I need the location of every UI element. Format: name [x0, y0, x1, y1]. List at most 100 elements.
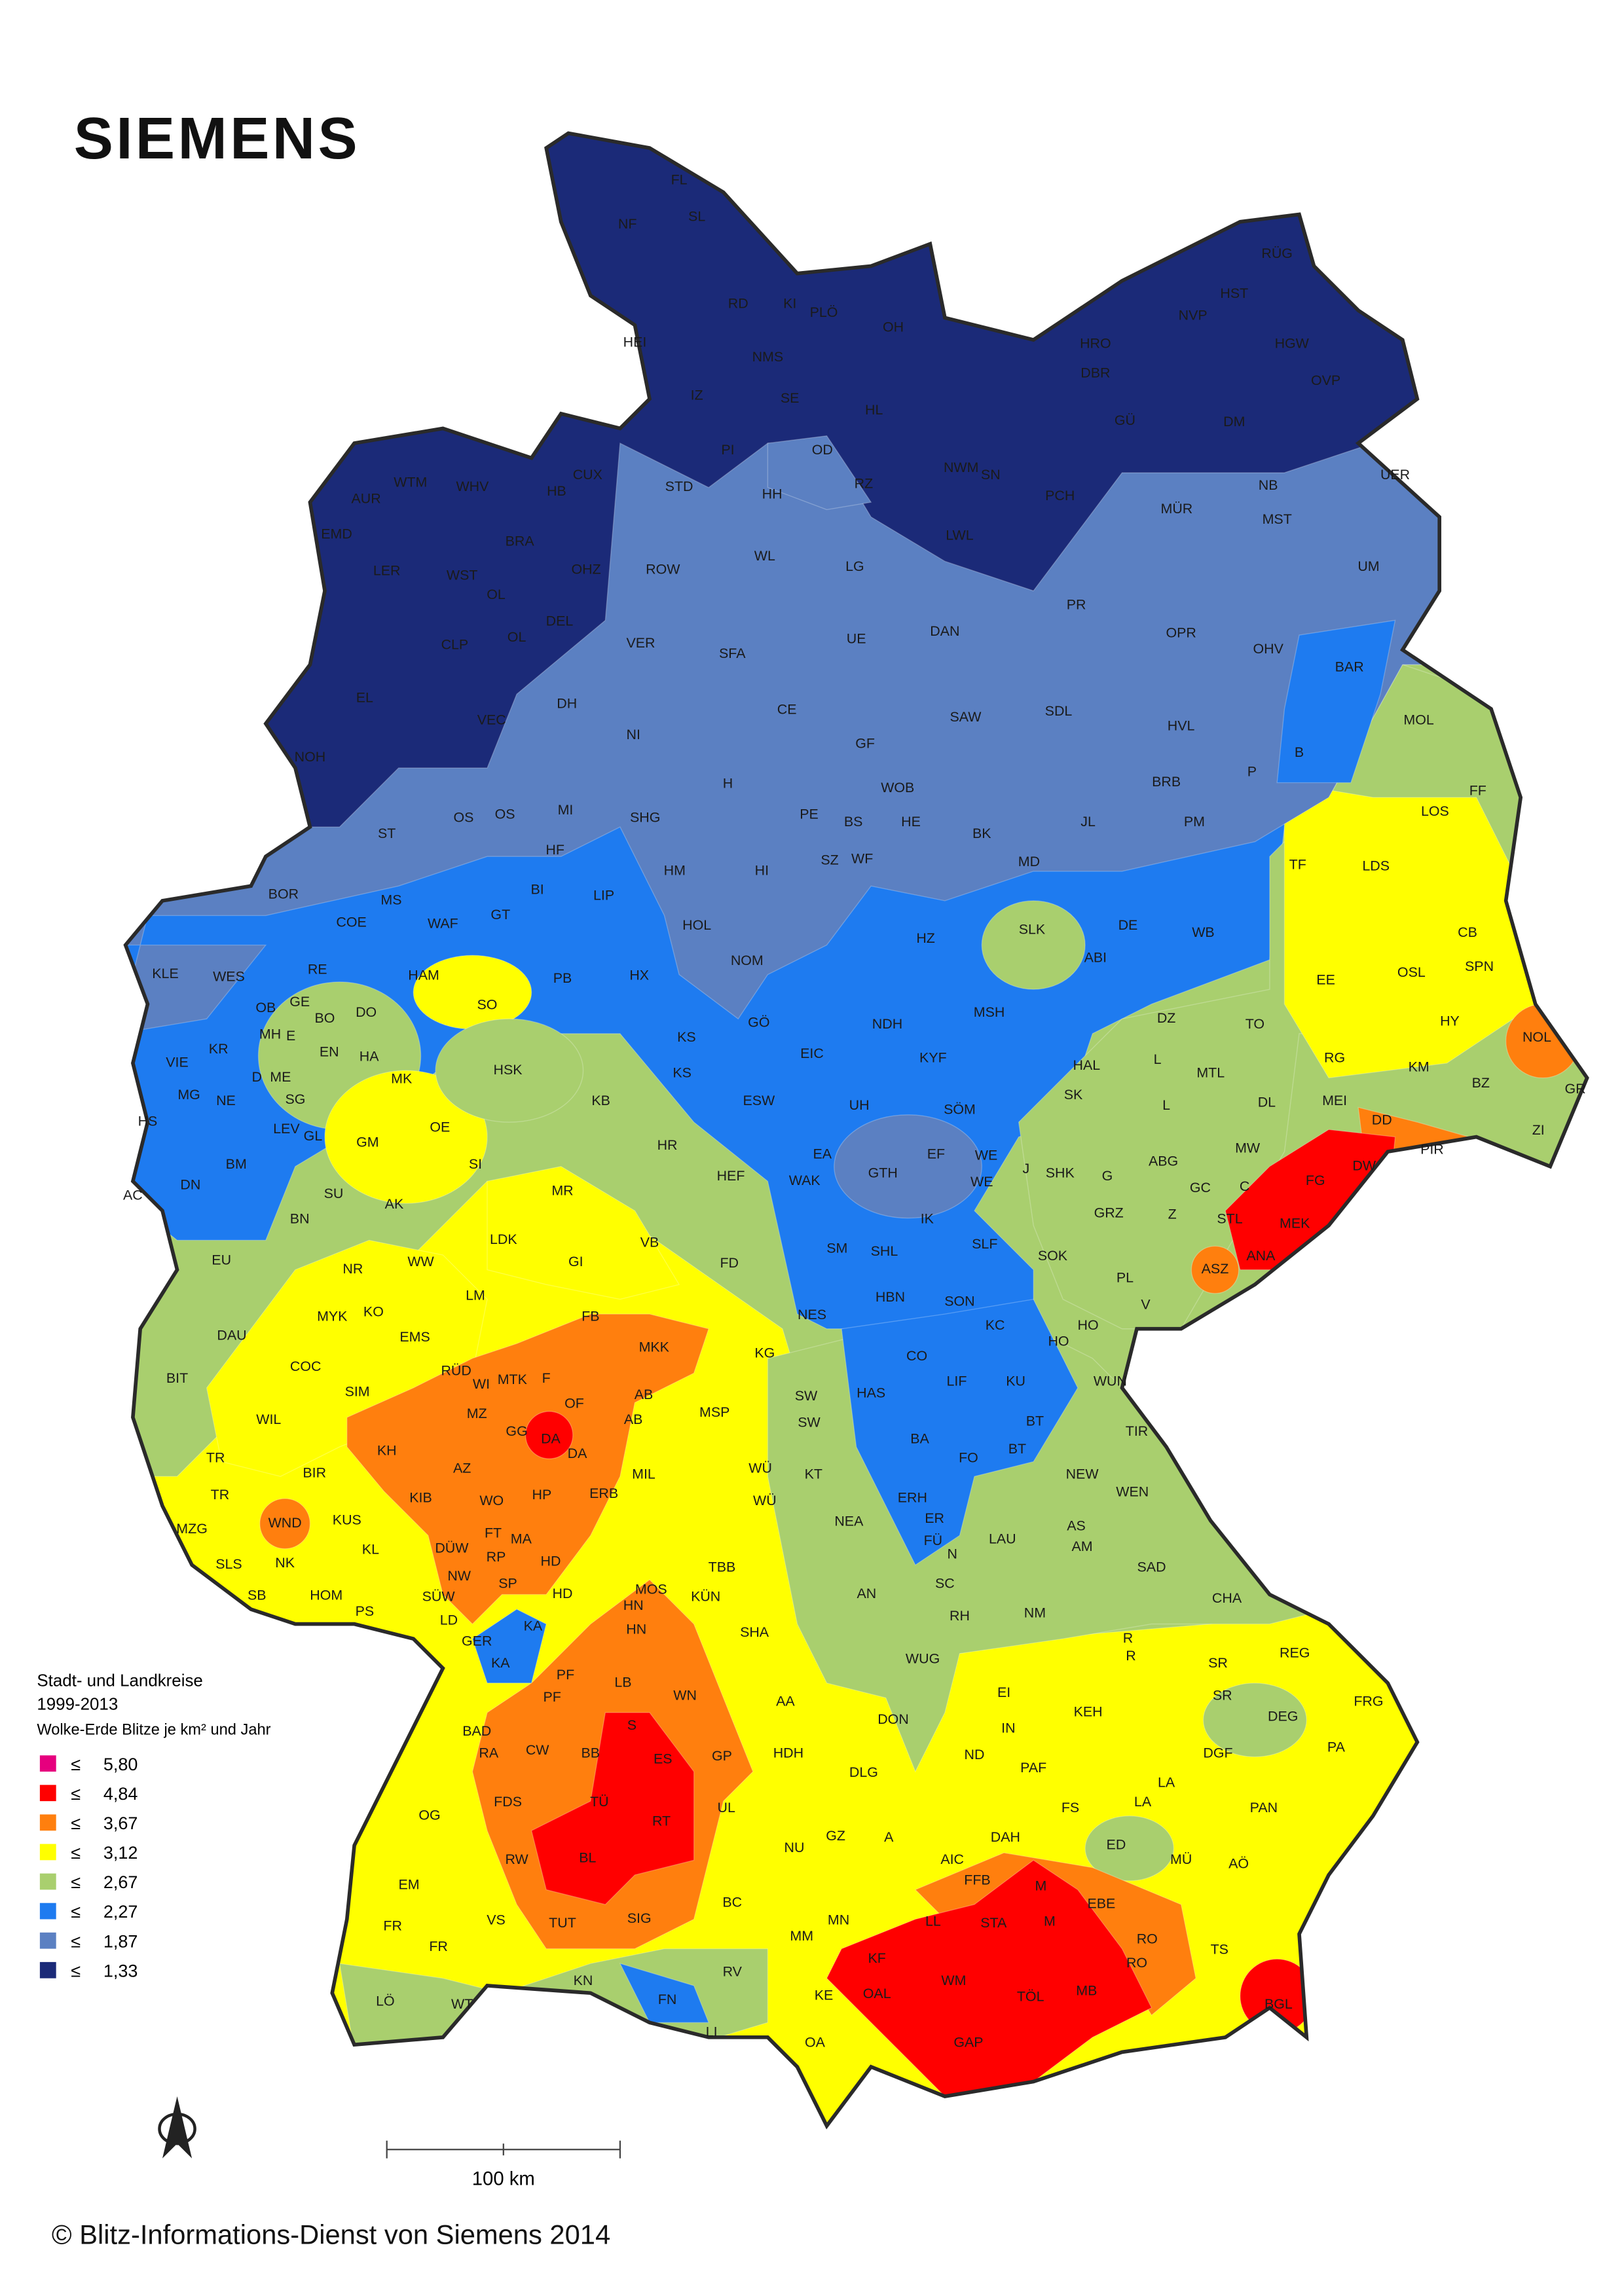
legend-symbol: ≤ — [71, 1813, 81, 1833]
district-label: HM — [664, 862, 686, 878]
district-label: PA — [1327, 1740, 1346, 1755]
district-label: SÜW — [422, 1589, 456, 1605]
district-label: KS — [673, 1065, 692, 1080]
district-label: RP — [487, 1549, 506, 1565]
district-label: LA — [1158, 1775, 1175, 1791]
district-label: SC — [935, 1575, 955, 1591]
district-label: SI — [469, 1156, 482, 1172]
district-label: RE — [308, 961, 327, 977]
district-label: PE — [800, 807, 819, 822]
district-label: WI — [473, 1376, 490, 1392]
legend-label: 3,67 — [103, 1813, 138, 1833]
district-label: DL — [1258, 1094, 1276, 1110]
district-label: LB — [614, 1674, 631, 1690]
district-label: M — [1035, 1878, 1047, 1894]
district-label: MTL — [1196, 1065, 1225, 1080]
district-label: SB — [248, 1587, 267, 1603]
district-label: GÖ — [748, 1015, 769, 1030]
district-label: HOL — [682, 917, 711, 933]
district-label: EMD — [321, 526, 352, 541]
district-label: UER — [1380, 467, 1410, 483]
district-label: RZ — [855, 476, 874, 492]
district-label: VS — [487, 1912, 506, 1927]
district-label: AB — [635, 1387, 654, 1402]
district-label: KN — [574, 1973, 593, 1988]
district-label: SIM — [345, 1383, 370, 1399]
legend-swatch — [39, 1785, 56, 1802]
district-label: MD — [1018, 854, 1040, 869]
district-label: GRZ — [1094, 1205, 1124, 1220]
district-label: ER — [925, 1510, 944, 1526]
district-label: HO — [1078, 1317, 1099, 1333]
district-label: UL — [718, 1800, 735, 1815]
district-label: WUN — [1094, 1374, 1127, 1389]
district-label: MZG — [176, 1521, 208, 1537]
district-label: AZ — [453, 1461, 471, 1476]
district-label: MKK — [639, 1339, 670, 1355]
district-label: OB — [255, 1000, 276, 1015]
district-label: MEI — [1322, 1093, 1347, 1108]
district-label: EM — [398, 1876, 419, 1892]
legend-symbol: ≤ — [71, 1961, 81, 1980]
district-label: HN — [626, 1621, 646, 1637]
district-label: NEW — [1066, 1467, 1099, 1482]
district-label: FDS — [494, 1794, 522, 1810]
district-label: CLP — [441, 636, 469, 652]
district-label: FT — [485, 1525, 502, 1541]
district-label: PAF — [1020, 1760, 1046, 1776]
district-label: FL — [671, 172, 688, 187]
district-label: COC — [290, 1358, 322, 1374]
district-label: ABG — [1149, 1154, 1178, 1169]
district-label: HE — [901, 814, 921, 829]
district-label: F — [542, 1370, 551, 1386]
district-label: AA — [776, 1694, 795, 1709]
district-label: KE — [815, 1987, 834, 2003]
district-label: KH — [377, 1442, 397, 1458]
district-label: A — [884, 1829, 894, 1845]
legend-title: Stadt- und Landkreise — [37, 1671, 202, 1690]
district-label: GAP — [953, 2035, 983, 2050]
district-label: CW — [526, 1742, 549, 1758]
district-label: HN — [623, 1597, 644, 1613]
district-label: E — [286, 1028, 295, 1044]
district-label: WOB — [881, 780, 914, 795]
district-label: MN — [828, 1912, 849, 1927]
district-label: PS — [356, 1603, 375, 1619]
district-label: BRB — [1152, 774, 1181, 790]
district-label: MTK — [498, 1372, 528, 1387]
district-label: VER — [626, 635, 655, 651]
district-label: WAF — [428, 916, 458, 932]
district-label: MK — [391, 1070, 413, 1086]
district-label: OAL — [863, 1986, 891, 2001]
zone — [471, 1609, 547, 1684]
district-label: SHA — [740, 1624, 769, 1640]
logo: SIEMENS — [74, 105, 360, 172]
district-label: UM — [1357, 558, 1379, 574]
district-label: REG — [1280, 1645, 1310, 1660]
district-label: BAD — [462, 1723, 491, 1739]
district-label: G — [1102, 1168, 1113, 1184]
district-label: HGW — [1275, 336, 1310, 352]
district-label: LI — [706, 2024, 718, 2040]
district-label: SHK — [1046, 1165, 1075, 1181]
district-label: KEH — [1074, 1704, 1103, 1720]
district-label: GR — [1565, 1081, 1586, 1097]
district-label: PF — [544, 1689, 561, 1705]
district-label: BI — [531, 882, 544, 898]
district-label: SR — [1208, 1655, 1228, 1671]
district-label: MIL — [632, 1467, 655, 1482]
district-label: LIF — [946, 1374, 967, 1389]
district-label: DM — [1223, 414, 1245, 429]
district-label: DA — [568, 1446, 587, 1461]
district-label: MH — [259, 1027, 281, 1042]
district-label: WES — [213, 969, 245, 985]
district-label: GT — [490, 907, 510, 922]
district-label: FFB — [964, 1872, 990, 1888]
district-label: H — [723, 775, 733, 791]
district-label: LIP — [593, 888, 614, 903]
district-label: PI — [721, 442, 734, 458]
district-label: TUT — [549, 1915, 576, 1931]
district-label: TÖL — [1017, 1989, 1044, 2005]
district-label: PCH — [1045, 488, 1075, 503]
legend-label: 1,87 — [103, 1931, 138, 1951]
